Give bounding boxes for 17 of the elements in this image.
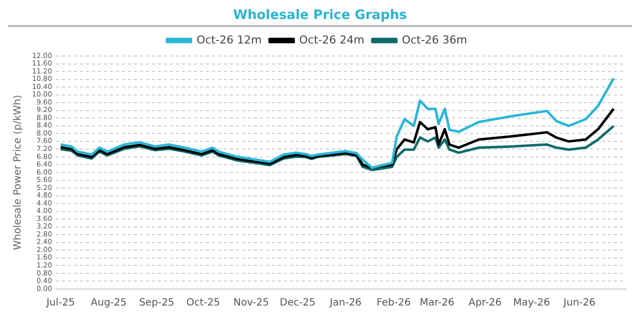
legend-label: Oct-26 36m [402,33,468,46]
x-tick-label: Jun-26 [562,298,596,309]
x-tick-label: Oct-25 [186,298,220,309]
x-tick-label: Mar-26 [420,298,454,309]
y-axis-title: Wholesale Power Price (p/kWh) [12,94,24,250]
x-tick-label: Feb-26 [376,298,411,309]
x-tick-label: Aug-25 [90,298,127,309]
x-tick-label: Jan-26 [328,298,362,309]
x-tick-label: Dec-25 [280,298,316,309]
chart-title: Wholesale Price Graphs [8,8,632,27]
x-tick-label: May-26 [513,298,550,309]
x-tick-label: Jul-25 [45,298,75,309]
x-tick-label: Apr-26 [468,298,502,309]
x-tick-label: Nov-25 [233,298,269,309]
x-tick-label: Sep-25 [139,298,174,309]
legend-label: Oct-26 24m [299,33,364,46]
legend-label: Oct-26 12m [196,33,262,46]
